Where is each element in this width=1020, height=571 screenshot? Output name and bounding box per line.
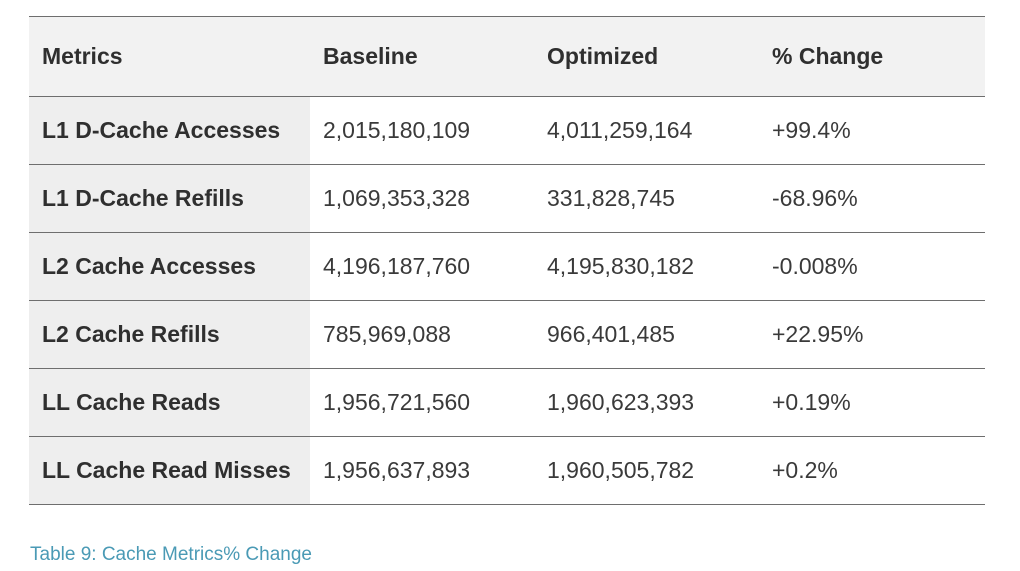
table-row: L1 D-Cache Accesses 2,015,180,109 4,011,… (29, 96, 985, 165)
baseline-cell: 785,969,088 (323, 321, 451, 347)
header-metrics: Metrics (42, 43, 123, 69)
change-cell: +0.19% (772, 389, 851, 415)
optimized-cell: 4,195,830,182 (547, 253, 695, 279)
change-cell: -68.96% (772, 185, 858, 211)
table-row: L2 Cache Refills 785,969,088 966,401,485… (29, 300, 985, 369)
cache-metrics-table: Metrics Baseline Optimized % Change L1 D… (29, 16, 985, 505)
baseline-cell: 4,196,187,760 (323, 253, 471, 279)
header-row: Metrics Baseline Optimized % Change (29, 16, 985, 97)
header-optimized: Optimized (547, 43, 659, 69)
caption-label: Table 9: (30, 544, 97, 565)
metric-cell: L2 Cache Refills (29, 300, 310, 369)
table-row: L1 D-Cache Refills 1,069,353,328 331,828… (29, 164, 985, 233)
metric-cell: LL Cache Read Misses (29, 436, 310, 505)
header-change: % Change (772, 43, 884, 69)
metric-cell: L1 D-Cache Accesses (29, 96, 310, 165)
optimized-cell: 1,960,623,393 (547, 389, 695, 415)
baseline-cell: 1,956,637,893 (323, 457, 471, 483)
table-container: Metrics Baseline Optimized % Change L1 D… (29, 16, 985, 505)
change-cell: -0.008% (772, 253, 858, 279)
table-caption: Table 9: Cache Metrics% Change (30, 544, 312, 566)
optimized-cell: 1,960,505,782 (547, 457, 695, 483)
baseline-cell: 1,956,721,560 (323, 389, 471, 415)
change-cell: +99.4% (772, 117, 851, 143)
optimized-cell: 331,828,745 (547, 185, 675, 211)
table-row: LL Cache Read Misses 1,956,637,893 1,960… (29, 436, 985, 505)
metric-cell: L1 D-Cache Refills (29, 164, 310, 233)
baseline-cell: 1,069,353,328 (323, 185, 471, 211)
metric-cell: L2 Cache Accesses (29, 232, 310, 301)
optimized-cell: 4,011,259,164 (547, 117, 693, 143)
change-cell: +22.95% (772, 321, 864, 347)
table-row: LL Cache Reads 1,956,721,560 1,960,623,3… (29, 368, 985, 437)
optimized-cell: 966,401,485 (547, 321, 675, 347)
caption-text: Cache Metrics% Change (101, 544, 312, 565)
table-body: L1 D-Cache Accesses 2,015,180,109 4,011,… (29, 96, 985, 505)
table-row: L2 Cache Accesses 4,196,187,760 4,195,83… (29, 232, 985, 301)
change-cell: +0.2% (772, 457, 838, 483)
baseline-cell: 2,015,180,109 (323, 117, 471, 143)
table-header: Metrics Baseline Optimized % Change (29, 16, 985, 97)
metric-cell: LL Cache Reads (29, 368, 310, 437)
header-baseline: Baseline (323, 43, 418, 69)
